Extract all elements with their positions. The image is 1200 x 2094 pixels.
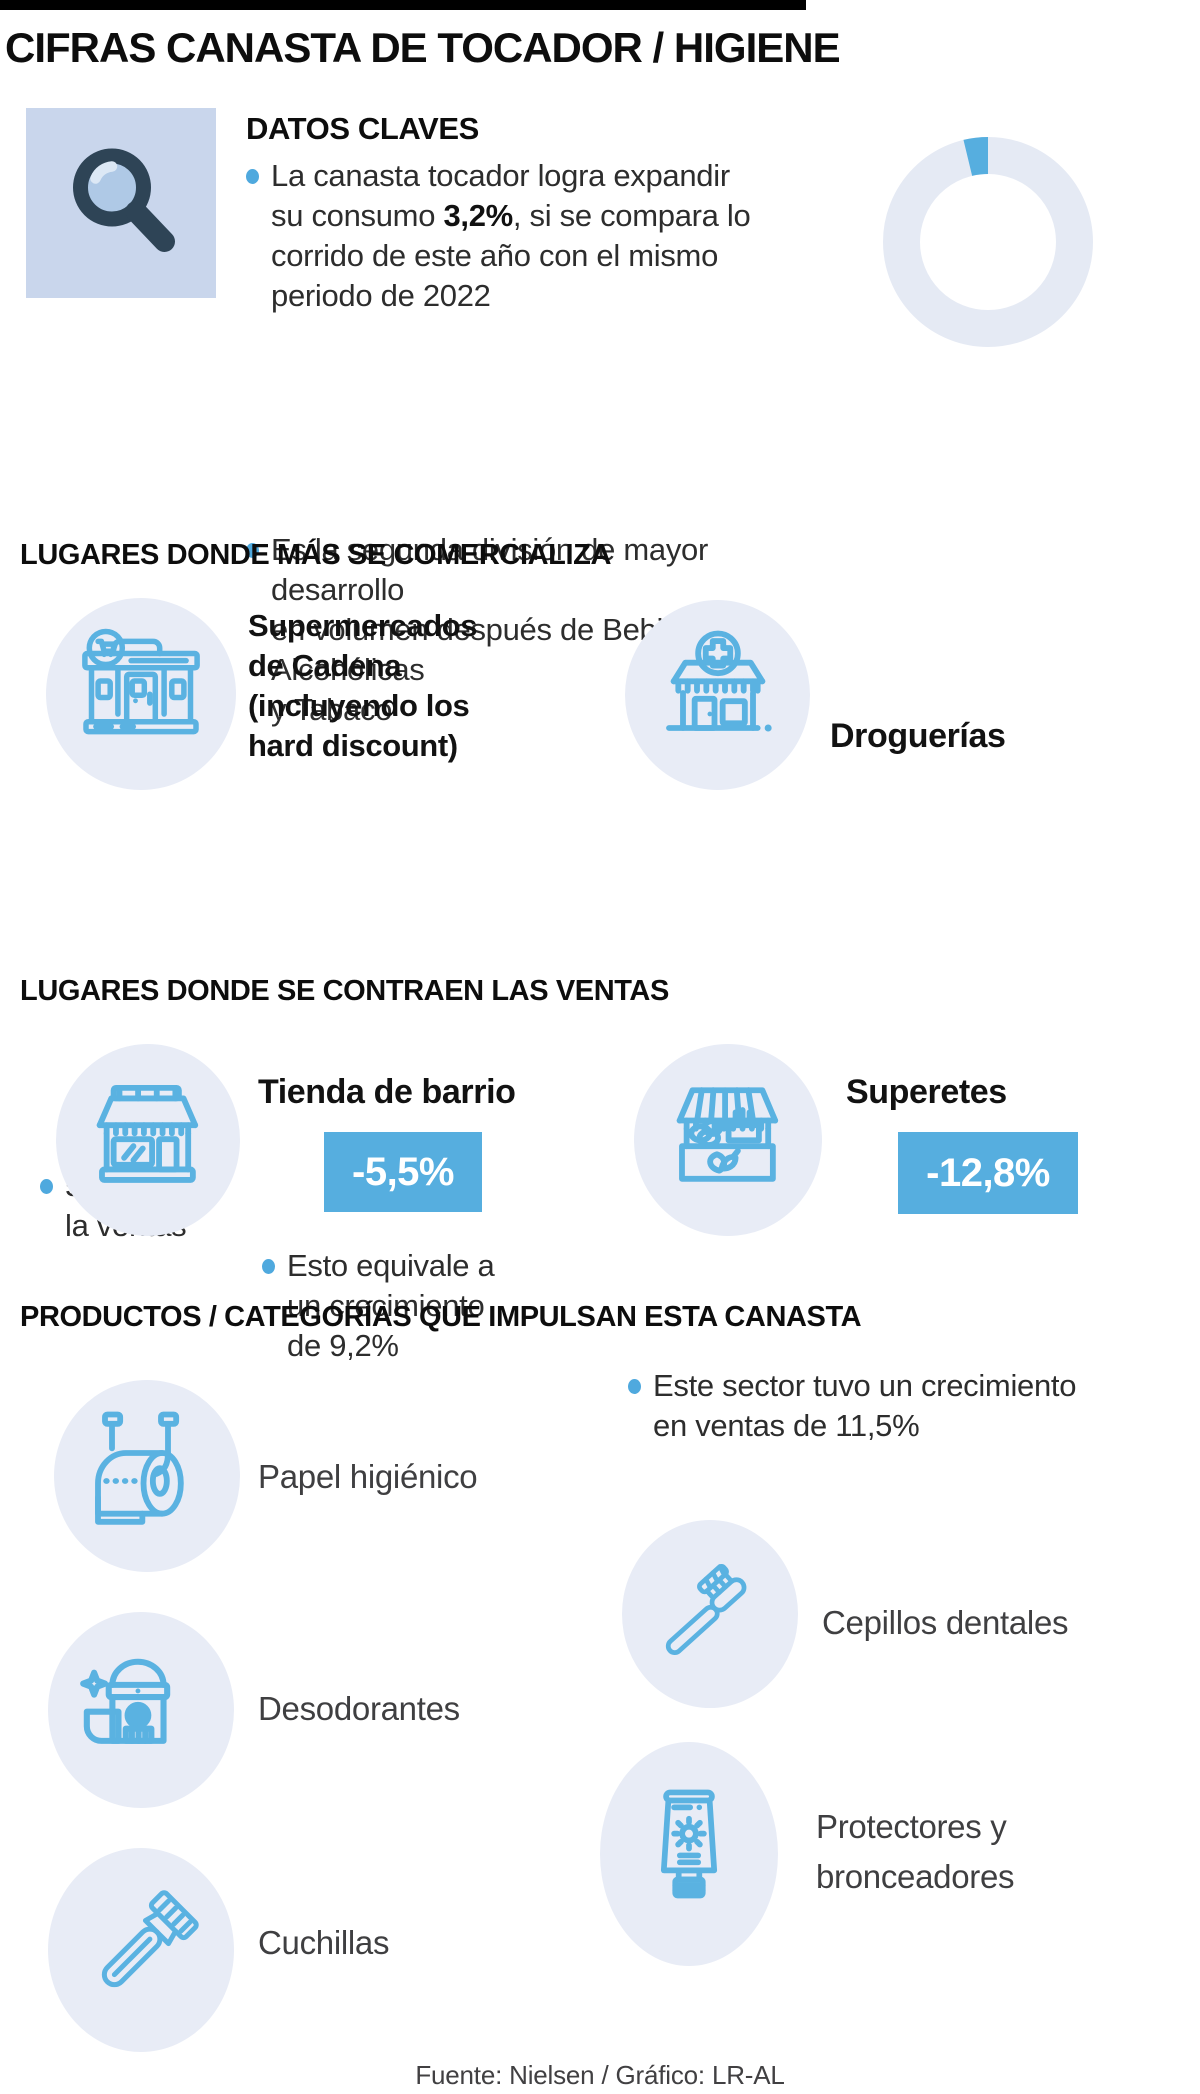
sunscreen-tube-icon [626,1777,752,1932]
supermercados-label: Supermercados de Cadena (incluyendo los … [248,608,478,763]
cepillos-label: Cepillos dentales [822,1604,1069,1641]
toothbrush-icon [645,1547,775,1682]
deodorant-icon [71,1640,211,1781]
magnifier-icon [46,126,196,281]
cuchillas-label: Cuchillas [258,1924,390,1961]
datos-claves-heading: DATOS CLAVES [246,111,479,146]
razor-icon [72,1879,210,2022]
toilet-paper-icon [77,1404,217,1549]
droguerias-ellipse [625,600,810,790]
pharmacy-icon [648,626,788,765]
datos-claves-tile [26,108,216,298]
superetes-ellipse [634,1044,822,1236]
protectores-label: Protectores y bronceadores [816,1808,1015,1895]
bullet1-text-post: , si se compara lo corrido de este año c… [271,198,751,313]
tienda-ellipse [56,1044,240,1236]
section-comercializa-heading: LUGARES DONDE MÁS SE COMERCIALIZA [20,539,611,571]
supermarket-icon [67,626,215,763]
source-credit: Fuente: Nielsen / Gráfico: LR-AL [415,2060,785,2090]
cepillos-ellipse [622,1520,798,1708]
bullet1-text-pre: La canasta tocador logra expandir su con… [271,158,730,233]
superetes-value-badge: -12,8% [898,1132,1078,1214]
crecimiento-droguerias-text: Este sector tuvo un crecimiento en venta… [653,1368,1077,1443]
crecimiento-92-bullet: Esto equivale a un crecimiento de 9,2% [262,1246,547,1366]
papel-ellipse [54,1380,240,1572]
donut-slice-3-2-pct [963,137,989,177]
donut-track [883,137,1093,347]
datos-claves-bullet-1: La canasta tocador logra expandir su con… [246,156,751,316]
crecimiento-droguerias-bullet: Este sector tuvo un crecimiento en venta… [628,1366,1173,1446]
bullet1-value: 3,2% [443,198,513,233]
supermercados-ellipse [46,598,236,790]
datos-claves-bullet-2: Es la segunda división de mayor desarrol… [246,530,831,730]
droguerias-label: Droguerías [830,717,1006,755]
section-productos-heading: PRODUCTOS / CATEGORÍAS QUE IMPULSAN ESTA… [20,1301,862,1333]
desodorantes-label: Desodorantes [258,1690,460,1727]
section-contraen-heading: LUGARES DONDE SE CONTRAEN LAS VENTAS [20,975,669,1007]
page-title: CIFRAS CANASTA DE TOCADOR / HIGIENE [5,24,841,71]
bullet2-text: Es la segunda división de mayor desarrol… [271,532,712,727]
cuchillas-ellipse [48,1848,234,2052]
market-stall-icon [661,1071,795,1210]
protectores-ellipse [600,1742,778,1966]
neighborhood-store-icon [81,1071,215,1210]
crecimiento-92-text: Esto equivale a un crecimiento de 9,2% [287,1248,495,1363]
desodorantes-ellipse [48,1612,234,1808]
tienda-value-badge: -5,5% [324,1132,482,1212]
superetes-label: Superetes [846,1073,1007,1111]
tienda-label: Tienda de barrio [258,1073,516,1111]
donut-chart [882,136,1094,353]
top-accent-bar [0,0,806,10]
papel-label: Papel higiénico [258,1458,478,1495]
